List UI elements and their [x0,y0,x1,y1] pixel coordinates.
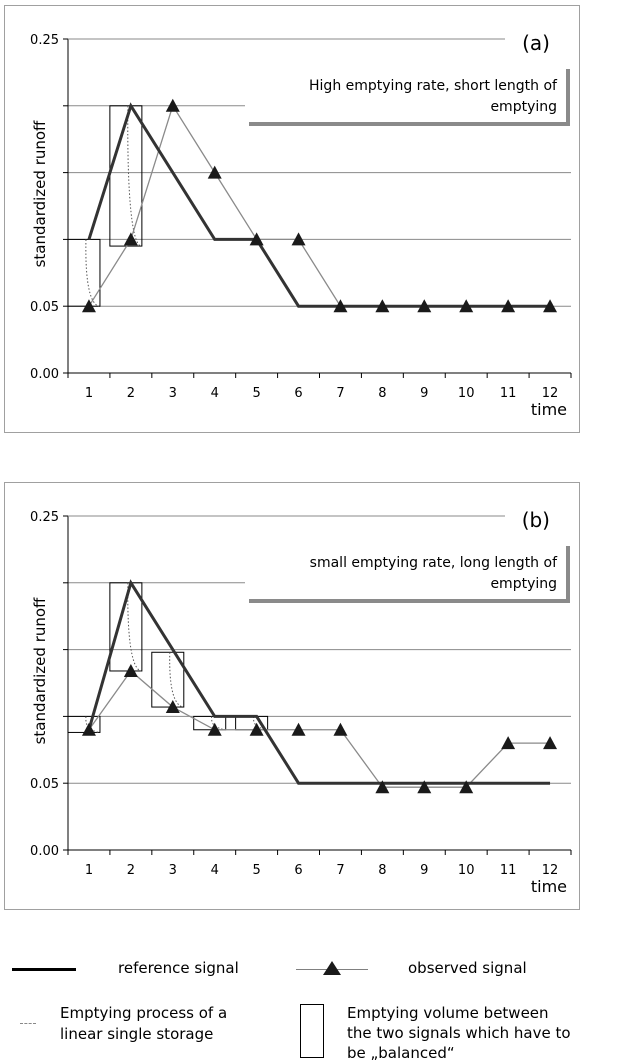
x-tick-label: 4 [211,863,219,878]
x-tick-label: 9 [420,863,428,878]
chart-panel-b: 1 2 3 4 5 6 7 8 9 10 11 12 0.00 0.05 0.25 standardized … [4,482,580,910]
legend-reference-label: reference signal [118,959,239,977]
observed-point [333,722,348,736]
x-tick-label: 4 [211,386,219,401]
observed-point [459,780,474,794]
x-axis-label: time [531,877,567,896]
observed-point [375,780,390,794]
emptying-volume-box [67,238,101,307]
annotation-text: High emptying rate, short length of [309,78,558,94]
y-tick-label: 0.05 [30,300,59,315]
y-tick-label: 0.25 [30,510,59,525]
legend-volume-label-line-1: Emptying volume between [347,1004,549,1022]
x-tick-label: 6 [294,863,302,878]
y-tick-label: 0.00 [30,367,59,382]
x-tick-label: 2 [127,386,135,401]
observed-signal-line [88,104,551,307]
x-tick-label: 11 [500,863,517,878]
y-tick-label: 0.05 [30,777,59,792]
panel-label: (b) [522,508,550,532]
observed-point [291,722,306,736]
annotation-bg [245,69,570,126]
observed-point [123,232,138,246]
triangle-icon [323,961,341,975]
storage-emptying-curve [85,716,100,733]
x-tick-label: 2 [127,863,135,878]
x-tick-label: 9 [420,386,428,401]
observed-point [459,299,474,313]
legend-storage-dash [20,1023,36,1024]
observed-point [375,299,390,313]
x-tick-label: 5 [252,863,260,878]
emptying-volume-box [109,582,143,672]
legend-volume-label-line-3: be „balanced“ [347,1044,455,1062]
emptying-volume-box [151,651,185,708]
x-tick-label: 1 [85,386,93,401]
observed-point [249,722,264,736]
chart-svg: 1 2 3 4 5 6 7 8 9 10 11 120.000.050.25standardized … [30,508,572,896]
observed-point [249,232,264,246]
storage-emptying-curve [127,105,142,247]
annotation-bg [245,546,570,603]
x-tick-label: 3 [169,386,177,401]
x-tick-label: 12 [542,863,559,878]
annotation-text: small emptying rate, long length of [310,555,558,571]
annotation-text: emptying [490,576,557,592]
reference-signal-line [87,579,551,785]
x-tick-label: 1 [85,863,93,878]
storage-emptying-curve [127,582,142,672]
y-tick-label: 0.00 [30,844,59,859]
x-tick-label: 11 [500,386,517,401]
x-tick-label: 12 [542,386,559,401]
x-tick-label: 8 [378,863,386,878]
observed-point [501,299,516,313]
observed-point [207,165,222,179]
legend-storage-label-line-1: Emptying process of a [60,1004,228,1022]
observed-point [81,299,96,313]
x-tick-label: 3 [169,863,177,878]
observed-point [417,780,432,794]
legend-storage-label-line-2: linear single storage [60,1025,214,1043]
storage-emptying-curve [85,239,100,307]
observed-point [207,722,222,736]
reference-signal-line [87,102,551,308]
x-axis-label: time [531,400,567,419]
observed-signal-line [88,670,551,788]
x-tick-label: 5 [252,386,260,401]
observed-point [333,299,348,313]
x-tick-label: 10 [458,386,475,401]
annotation-text: emptying [490,99,557,115]
x-tick-label: 10 [458,863,475,878]
legend-storage-label: Emptying process of a linear single stor… [60,1003,227,1045]
y-axis-label: standardized runoff [31,597,49,744]
chart-svg: 1 2 3 4 5 6 7 8 9 10 11 120.000.050.25standardized … [30,31,572,419]
legend-volume-label-line-2: the two signals which have to [347,1024,571,1042]
observed-point [291,232,306,246]
panel-label: (a) [522,31,550,55]
x-tick-label: 7 [336,386,344,401]
observed-point [165,98,180,112]
chart-panel-a: 1 2 3 4 5 6 7 8 9 10 11 12 0.00 0.05 0.25 standardized … [4,5,580,433]
legend-observed-label: observed signal [408,959,527,977]
x-tick-label: 7 [336,863,344,878]
observed-point [543,736,558,750]
observed-point [501,736,516,750]
x-tick-label: 8 [378,386,386,401]
emptying-volume-box [67,715,101,733]
legend-volume-box [300,1004,324,1058]
legend-volume-label: Emptying volume between the two signals … [347,1003,571,1063]
storage-emptying-curve [169,652,183,708]
emptying-volume-box [193,715,227,731]
emptying-volume-box [109,105,143,247]
observed-point [81,722,96,736]
y-axis-label: standardized runoff [31,120,49,267]
x-tick-label: 6 [294,386,302,401]
observed-point [165,700,180,714]
y-tick-label: 0.25 [30,33,59,48]
observed-point [123,663,138,677]
observed-point [417,299,432,313]
observed-point [543,299,558,313]
legend-reference-line [12,968,76,971]
